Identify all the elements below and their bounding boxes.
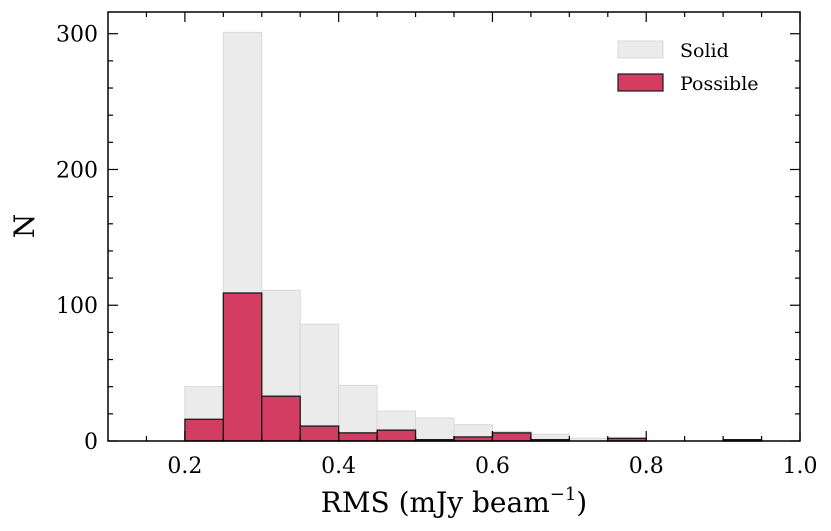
x-tick-label: 0.2 [167,454,202,479]
x-tick-label: 1.0 [783,454,818,479]
y-axis-title: N [8,214,41,239]
possible-bar-0 [184,418,224,442]
x-axis-title-superscript: −1 [550,484,577,505]
possible-bar-4 [338,432,378,442]
possible-bar-8 [491,432,532,442]
x-axis-title: RMS (mJy beam−1) [321,484,587,519]
legend-swatch-possible [617,73,664,92]
y-tick-label: 200 [56,158,98,183]
possible-bar-1 [222,292,263,442]
solid-bar-3 [299,323,340,442]
y-tick-label: 0 [84,430,98,455]
solid-bar-6 [415,417,455,442]
x-tick-label: 0.8 [629,454,664,479]
possible-series [184,292,763,442]
legend-label-solid: Solid [680,40,729,62]
legend-label-possible: Possible [680,73,759,95]
legend-swatch-solid [617,40,664,59]
x-tick-label: 0.4 [321,454,356,479]
x-axis-title-close: ) [576,486,587,519]
x-tick-label: 0.6 [475,454,510,479]
plot-frame [107,11,801,442]
legend: Solid Possible [617,40,759,95]
y-tick-label: 300 [56,23,98,48]
possible-bar-2 [261,395,301,442]
y-tick-label: 100 [56,294,98,319]
possible-bar-5 [376,429,417,442]
x-axis-title-main: RMS (mJy beam [321,486,550,519]
possible-bar-3 [299,425,340,442]
